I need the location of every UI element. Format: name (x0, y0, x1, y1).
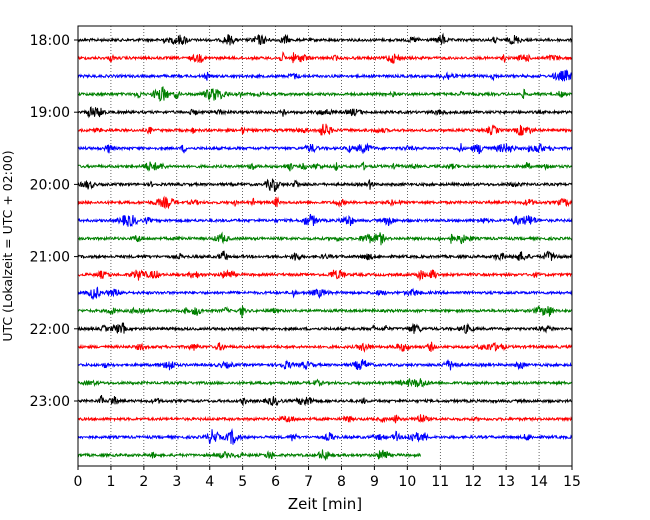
y-axis-label: UTC (Lokalzeit = UTC + 02:00) (0, 150, 15, 341)
x-axis-ticks: 0 1 2 3 4 5 6 7 8 9 10 11 12 13 14 15 (74, 466, 581, 490)
x-tick-label: 0 (74, 474, 83, 490)
plot-frame (77, 25, 573, 467)
trace-row-1915 (77, 123, 573, 136)
trace-row-1945 (77, 161, 573, 172)
vertical-grid-lines (110, 26, 540, 466)
trace-row-2345 (77, 449, 421, 462)
x-tick-label: 5 (238, 474, 247, 490)
trace-row-2300 (77, 394, 573, 407)
x-tick-label: 12 (464, 474, 482, 490)
x-tick-label: 11 (431, 474, 449, 490)
trace-row-1900 (77, 106, 573, 119)
x-tick-label: 15 (563, 474, 581, 490)
x-tick-label: 13 (497, 474, 515, 490)
trace-row-1830 (77, 69, 573, 82)
trace-row-2245 (77, 378, 573, 388)
trace-row-1800 (77, 32, 573, 46)
trace-row-1845 (77, 86, 573, 102)
trace-row-2315 (77, 414, 573, 424)
x-tick-label: 1 (106, 474, 115, 490)
seismic-traces (77, 32, 573, 462)
x-tick-label: 9 (370, 474, 379, 490)
x-tick-label: 8 (337, 474, 346, 490)
y-tick-label: 18:00 (30, 33, 70, 49)
trace-row-2145 (77, 305, 573, 319)
y-axis-ticks: 18:00 19:00 20:00 21:00 22:00 23:00 (30, 33, 78, 410)
trace-row-2000 (77, 178, 573, 192)
trace-row-2100 (77, 250, 573, 262)
x-tick-label: 2 (139, 474, 148, 490)
x-tick-label: 10 (398, 474, 416, 490)
x-axis-label: Zeit [min] (288, 495, 362, 513)
trace-row-2115 (77, 269, 573, 282)
trace-row-2130 (77, 286, 573, 300)
y-tick-label: 21:00 (30, 250, 70, 266)
trace-row-2045 (77, 231, 573, 246)
trace-row-1815 (77, 51, 573, 64)
y-tick-label: 23:00 (30, 394, 70, 410)
trace-row-2230 (77, 359, 573, 371)
trace-row-2015 (77, 195, 573, 210)
trace-row-1930 (77, 142, 573, 155)
x-tick-label: 4 (205, 474, 214, 490)
trace-row-2200 (77, 322, 573, 335)
x-tick-label: 7 (304, 474, 313, 490)
trace-row-2215 (77, 341, 573, 353)
x-tick-label: 14 (530, 474, 548, 490)
x-tick-label: 6 (271, 474, 280, 490)
x-tick-label: 3 (172, 474, 181, 490)
y-tick-label: 22:00 (30, 322, 70, 338)
y-tick-label: 19:00 (30, 105, 70, 121)
trace-row-2330 (77, 428, 573, 445)
y-tick-label: 20:00 (30, 177, 70, 193)
trace-row-2030 (77, 213, 573, 227)
